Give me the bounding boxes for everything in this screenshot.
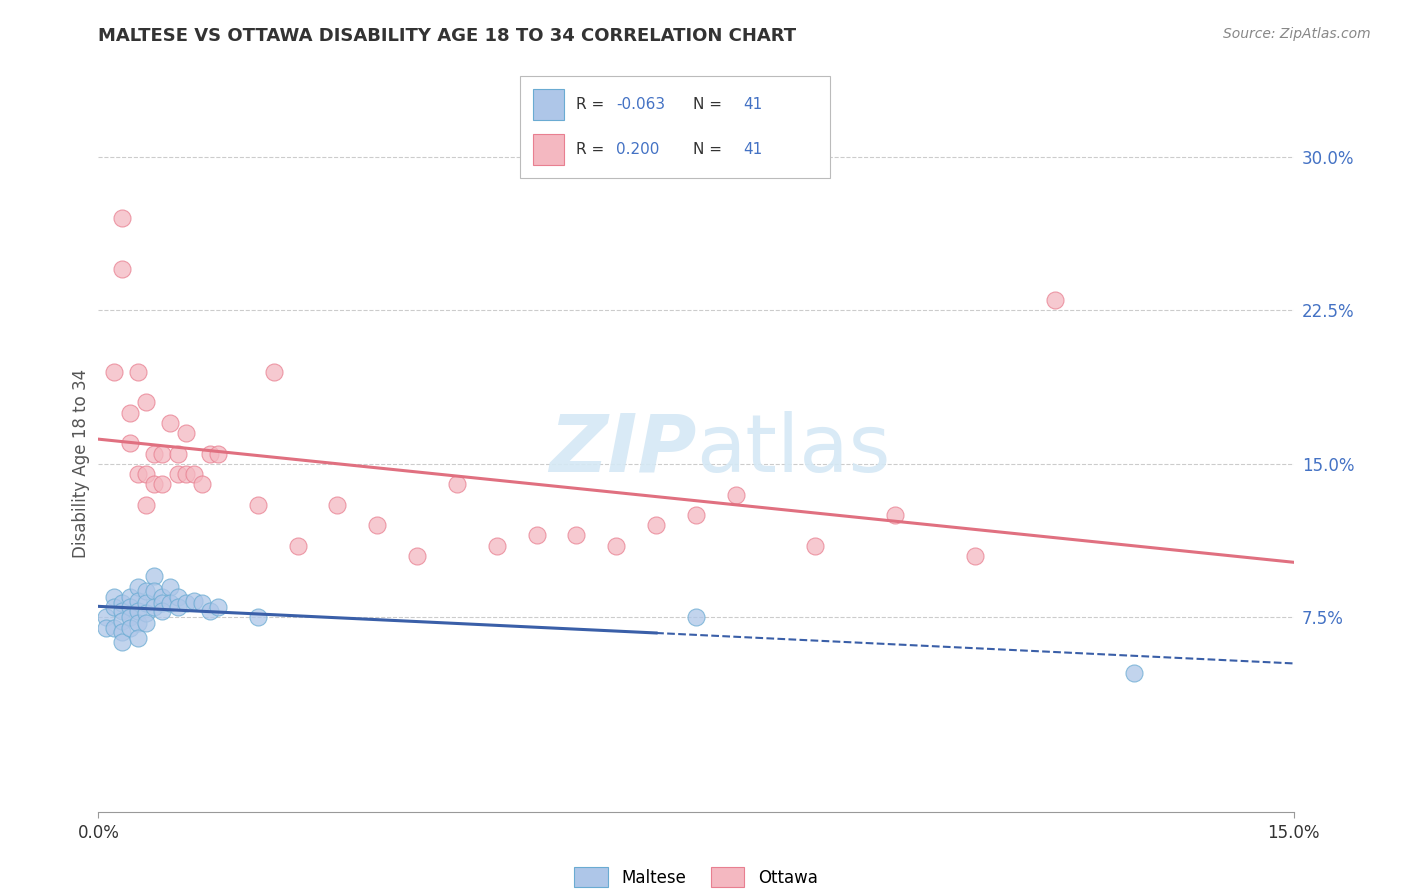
Text: ZIP: ZIP [548,411,696,489]
Bar [533,135,564,165]
Point [159,580,181,594]
Point [366,518,388,533]
Point [326,498,349,512]
Point [120,436,142,450]
Point [120,590,142,604]
Point [198,604,221,618]
Point [645,518,668,533]
Point [120,406,142,420]
Point [159,596,181,610]
Point [183,594,205,608]
Point [246,498,269,512]
Text: 41: 41 [742,142,762,157]
Point [605,539,627,553]
Point [120,600,142,615]
Point [127,365,149,379]
Point [183,467,205,481]
Text: 41: 41 [742,97,762,112]
Point [150,477,173,491]
Point [127,580,149,594]
Point [127,616,149,631]
Point [446,477,468,491]
Point [111,624,134,639]
Point [135,606,157,620]
Point [135,498,157,512]
Text: N =: N = [693,97,727,112]
Point [406,549,429,563]
Text: R =: R = [576,97,609,112]
Point [111,596,134,610]
Point [685,610,707,624]
Point [135,596,157,610]
Point [198,447,221,461]
Point [1043,293,1066,307]
Point [96,610,118,624]
Point [167,447,190,461]
Point [174,467,197,481]
Point [287,539,309,553]
Point [127,604,149,618]
Point [127,631,149,645]
Point [159,416,181,430]
Text: N =: N = [693,142,727,157]
Text: Source: ZipAtlas.com: Source: ZipAtlas.com [1223,27,1371,41]
Bar [533,89,564,120]
Point [167,590,190,604]
Point [143,447,166,461]
Point [150,596,173,610]
Point [111,211,134,226]
Text: MALTESE VS OTTAWA DISABILITY AGE 18 TO 34 CORRELATION CHART: MALTESE VS OTTAWA DISABILITY AGE 18 TO 3… [98,27,797,45]
Point [127,467,149,481]
Point [526,528,548,542]
Text: R =: R = [576,142,609,157]
Point [103,621,125,635]
Point [143,600,166,615]
Point [167,600,190,615]
Legend: Maltese, Ottawa: Maltese, Ottawa [568,860,824,892]
Point [191,596,214,610]
Point [120,610,142,624]
Point [884,508,907,522]
Point [143,583,166,598]
Point [127,594,149,608]
Point [191,477,214,491]
Point [724,487,747,501]
Point [143,477,166,491]
Point [150,590,173,604]
Point [96,621,118,635]
Point [111,604,134,618]
Point [207,600,229,615]
Point [174,426,197,441]
FancyBboxPatch shape [520,76,830,178]
Text: atlas: atlas [696,411,890,489]
Point [485,539,508,553]
Point [804,539,827,553]
Point [685,508,707,522]
Point [103,365,125,379]
Text: 0.200: 0.200 [616,142,659,157]
Point [150,447,173,461]
Point [167,467,190,481]
Point [207,447,229,461]
Point [963,549,986,563]
Point [135,583,157,598]
Point [120,621,142,635]
Point [111,615,134,629]
Point [103,590,125,604]
Point [135,616,157,631]
Point [246,610,269,624]
Point [1123,665,1146,680]
Point [150,604,173,618]
Point [565,528,588,542]
Point [143,569,166,583]
Y-axis label: Disability Age 18 to 34: Disability Age 18 to 34 [72,369,90,558]
Point [135,467,157,481]
Point [111,262,134,277]
Point [111,635,134,649]
Point [103,600,125,615]
Point [174,596,197,610]
Point [263,365,285,379]
Point [135,395,157,409]
Text: -0.063: -0.063 [616,97,665,112]
